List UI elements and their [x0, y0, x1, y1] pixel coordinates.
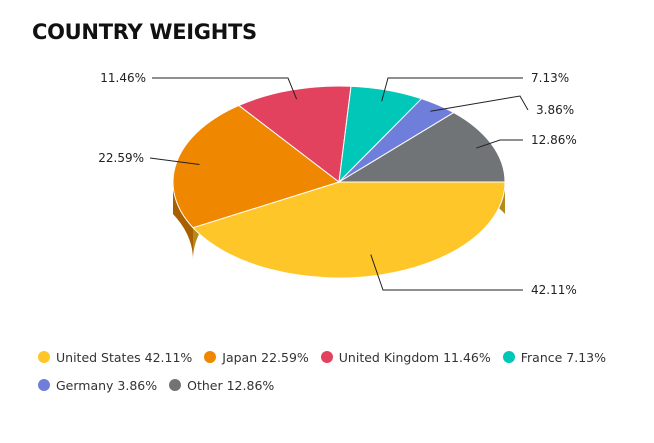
leader-line-france — [381, 77, 523, 102]
data-label-united-kingdom: 11.46% — [100, 71, 146, 85]
pie-slice-other — [337, 112, 506, 183]
legend-label-united-states: United States 42.11% — [56, 349, 193, 365]
legend-swatch-united-kingdom — [320, 351, 333, 363]
legend-item-france: France 7.13% — [502, 348, 606, 366]
leader-line-japan — [149, 157, 200, 165]
legend-item-united-states: United States 42.11% — [38, 348, 192, 366]
leader-line-germany — [430, 95, 529, 112]
legend-swatch-germany — [38, 379, 50, 391]
leader-line-other — [476, 139, 523, 149]
legend-item-other: Other 12.86% — [169, 376, 274, 394]
legend-swatch-other — [169, 379, 182, 391]
leader-line-united-kingdom — [152, 77, 298, 100]
legend-swatch-france — [502, 351, 515, 363]
pie-slice-united-kingdom — [237, 85, 352, 183]
data-label-other: 12.86% — [531, 133, 577, 147]
leader-line-united-states — [370, 254, 523, 291]
legend-item-united-kingdom: United Kingdom 11.46% — [320, 348, 491, 366]
pie-slice-united-states — [192, 181, 506, 279]
legend-swatch-japan — [204, 351, 217, 363]
pie-chart: 42.11% 22.59% 11.46% 7.13% 3.86% 12.86% — [98, 71, 577, 297]
data-label-germany: 3.86% — [536, 103, 574, 117]
data-label-japan: 22.59% — [98, 151, 144, 165]
legend-swatch-united-states — [38, 351, 50, 363]
legend-label-other: Other 12.86% — [187, 377, 275, 393]
legend-item-germany: Germany 3.86% — [38, 376, 157, 394]
chart-legend: United States 42.11% Japan 22.59% United K… — [38, 348, 628, 394]
data-label-france: 7.13% — [531, 71, 569, 85]
legend-label-france: France 7.13% — [520, 349, 606, 365]
data-label-united-states: 42.11% — [531, 283, 577, 297]
legend-item-japan: Japan 22.59% — [204, 348, 309, 366]
legend-label-united-kingdom: United Kingdom 11.46% — [338, 349, 491, 365]
legend-label-japan: Japan 22.59% — [222, 349, 309, 365]
chart-title: COUNTRY WEIGHTS — [32, 20, 257, 44]
legend-label-germany: Germany 3.86% — [56, 377, 158, 393]
